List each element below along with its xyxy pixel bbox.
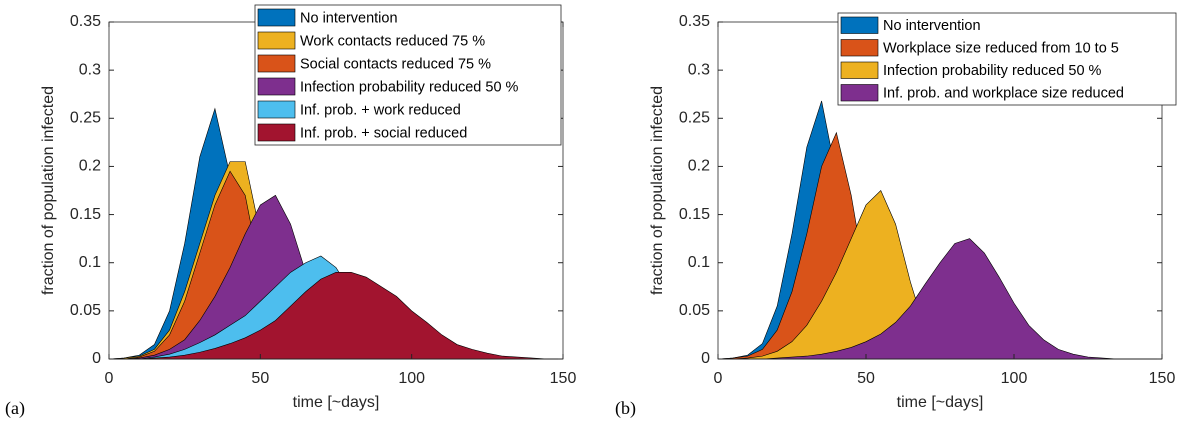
x-tick-label: 150 (550, 370, 577, 387)
legend-swatch (840, 84, 879, 102)
legend-label: No intervention (300, 10, 398, 26)
x-tick-label: 150 (1149, 370, 1176, 387)
legend-label: Workplace size reduced from 10 to 5 (883, 41, 1119, 57)
y-tick-label: 0.2 (79, 158, 101, 175)
legend-box (837, 12, 1177, 106)
legend-swatch (840, 39, 879, 57)
x-tick-label: 50 (251, 370, 269, 387)
x-tick-label: 0 (105, 370, 114, 387)
legend-label: Inf. prob. + work reduced (300, 102, 461, 118)
legend-swatch (257, 8, 296, 27)
legend-swatch (257, 31, 296, 50)
legend-label: Work contacts reduced 75 % (300, 33, 485, 49)
x-tick-label: 100 (398, 370, 425, 387)
legend-swatch (840, 61, 879, 79)
y-tick-label: 0.15 (70, 206, 101, 223)
y-tick-label: 0.1 (688, 254, 710, 271)
panel: 0 50 100 150 0 0.05 0.1 0.15 0.2 0.25 0.3 0.35 time … (615, 12, 1177, 419)
legend-label: Social contacts reduced 75 % (300, 56, 491, 72)
y-tick-label: 0.35 (70, 13, 101, 30)
y-axis-label: fraction of population infected (649, 86, 666, 295)
y-axis-label: fraction of population infected (40, 86, 57, 295)
legend: No intervention Work contacts reduced 75 … (254, 4, 562, 146)
y-tick-label: 0.25 (679, 110, 710, 127)
legend-swatch (257, 100, 296, 119)
x-axis-label: time [~days] (293, 394, 380, 411)
y-tick-label: 0.15 (679, 206, 710, 223)
x-tick-label: 100 (1001, 370, 1028, 387)
legend-swatch (257, 123, 296, 142)
legend-label: No intervention (883, 18, 981, 34)
legend-label: Inf. prob. and workplace size reduced (883, 86, 1124, 102)
area (718, 238, 1162, 360)
y-tick-label: 0.2 (688, 158, 710, 175)
y-tick-label: 0.05 (70, 302, 101, 319)
y-tick-label: 0 (92, 350, 101, 367)
legend-box (254, 4, 562, 146)
panel: 0 50 100 150 0 0.05 0.1 0.15 0.2 0.25 0.3 0.35 time … (5, 4, 577, 419)
y-tick-label: 0.3 (79, 61, 101, 78)
legend-swatch (840, 16, 879, 34)
y-tick-label: 0.25 (70, 110, 101, 127)
legend-swatch (257, 77, 296, 96)
y-tick-label: 0.05 (679, 302, 710, 319)
x-tick-label: 0 (714, 370, 723, 387)
legend-label: Infection probability reduced 50 % (883, 63, 1102, 79)
y-tick-label: 0 (701, 350, 710, 367)
legend: No intervention Workplace size reduced fr… (837, 12, 1177, 106)
legend-label: Infection probability reduced 50 % (300, 79, 519, 95)
legend-swatch (257, 54, 296, 73)
panel-label: (a) (5, 398, 25, 419)
area (109, 272, 563, 360)
legend-label: Inf. prob. + social reduced (300, 125, 467, 141)
y-tick-label: 0.35 (679, 13, 710, 30)
y-tick-label: 0.3 (688, 61, 710, 78)
panel-label: (b) (615, 398, 636, 419)
x-tick-label: 50 (857, 370, 875, 387)
y-tick-label: 0.1 (79, 254, 101, 271)
x-axis-label: time [~days] (897, 394, 984, 411)
